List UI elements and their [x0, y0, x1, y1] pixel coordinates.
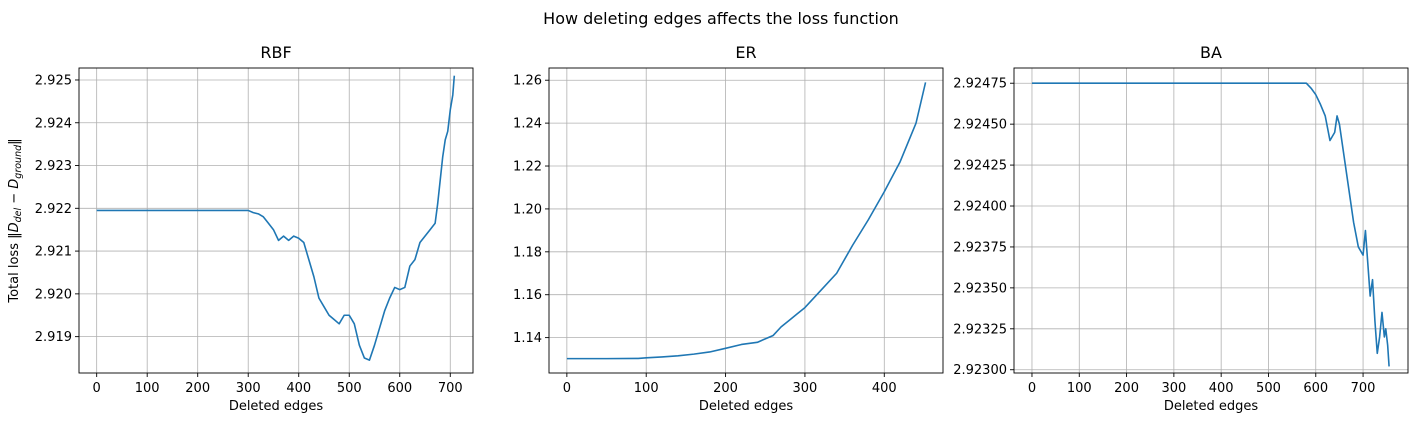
- rbf-plot-area: [79, 68, 473, 373]
- ba-x-tick-label: 700: [1351, 381, 1376, 396]
- ba-y-tick-label: 2.92300: [953, 363, 1007, 378]
- er-x-tick-label: 300: [793, 381, 818, 396]
- rbf-series-line: [96, 75, 456, 361]
- er-y-tick-label: 1.16: [513, 288, 542, 303]
- rbf-axes-frame: [78, 67, 474, 374]
- er-y-tick-label: 1.20: [513, 202, 542, 217]
- er-x-tick-label: 100: [634, 381, 659, 396]
- ba-y-tick-label: 2.92350: [953, 281, 1007, 296]
- ba-x-tick-label: 100: [1067, 381, 1092, 396]
- ba-x-tick-label: 500: [1256, 381, 1281, 396]
- er-series-line: [566, 82, 927, 360]
- rbf-x-tick-label: 500: [337, 381, 362, 396]
- ba-series-line: [1031, 82, 1390, 367]
- er-x-tick-label: 200: [713, 381, 738, 396]
- rbf-y-tick-label: 2.919: [35, 330, 72, 345]
- ba-x-tick-label: 200: [1114, 381, 1139, 396]
- ba-x-tick-label: 400: [1209, 381, 1234, 396]
- rbf-x-axis-label: Deleted edges: [229, 399, 324, 414]
- er-y-tick-label: 1.14: [513, 331, 542, 346]
- er-y-tick-label: 1.18: [513, 245, 542, 260]
- ba-axes-frame: [1013, 67, 1409, 374]
- ba-plot-area: [1014, 68, 1408, 373]
- rbf-subplot: 0 100 200 300 400 500 600 700 2.919 2.920 2.921 2.9…: [7, 43, 474, 414]
- er-x-axis-label: Deleted edges: [699, 399, 794, 414]
- rbf-x-tick-label: 600: [387, 381, 412, 396]
- er-plot-area: [549, 68, 943, 373]
- rbf-title: RBF: [260, 43, 291, 62]
- rbf-x-tick-label: 400: [286, 381, 311, 396]
- ba-x-tick-label: 600: [1303, 381, 1328, 396]
- er-x-tick-label: 400: [872, 381, 897, 396]
- ba-x-tick-label: 0: [1028, 381, 1036, 396]
- rbf-y-tick-label: 2.924: [35, 116, 72, 131]
- ba-y-tick-label: 2.92400: [953, 200, 1007, 215]
- ba-y-tick-label: 2.92375: [953, 240, 1007, 255]
- rbf-x-tick-label: 700: [438, 381, 463, 396]
- ba-y-tick-label: 2.92450: [953, 118, 1007, 133]
- ba-subplot: 0 100 200 300 400 500 600 700 2.92300 2.92325 2.92…: [953, 43, 1409, 414]
- er-x-tick-label: 0: [563, 381, 571, 396]
- er-y-tick-label: 1.22: [513, 160, 542, 175]
- ba-title: BA: [1200, 43, 1222, 62]
- rbf-y-tick-label: 2.925: [35, 73, 72, 88]
- ba-y-tick-label: 2.92475: [953, 77, 1007, 92]
- ba-y-tick-label: 2.92325: [953, 322, 1007, 337]
- er-title: ER: [735, 43, 756, 62]
- er-y-tick-label: 1.24: [513, 117, 542, 132]
- er-y-tick-label: 1.26: [513, 74, 542, 89]
- rbf-x-tick-label: 100: [135, 381, 160, 396]
- er-subplot: 0 100 200 300 400 1.14 1.16 1.18 1.20 1.22 1.24 1.2…: [513, 43, 944, 414]
- figure-title: How deleting edges affects the loss func…: [543, 9, 899, 28]
- rbf-y-tick-label: 2.920: [35, 287, 72, 302]
- rbf-x-tick-label: 200: [185, 381, 210, 396]
- rbf-y-tick-label: 2.921: [35, 245, 72, 260]
- ba-x-axis-label: Deleted edges: [1164, 399, 1259, 414]
- rbf-x-tick-label: 300: [236, 381, 261, 396]
- er-axes-frame: [548, 67, 944, 374]
- rbf-y-tick-label: 2.923: [35, 159, 72, 174]
- ba-x-tick-label: 300: [1161, 381, 1186, 396]
- ba-y-tick-label: 2.92425: [953, 159, 1007, 174]
- rbf-y-axis-label: Total loss ‖Ddel − Dground‖: [7, 138, 24, 303]
- rbf-y-tick-label: 2.922: [35, 202, 72, 217]
- rbf-x-tick-label: 0: [93, 381, 101, 396]
